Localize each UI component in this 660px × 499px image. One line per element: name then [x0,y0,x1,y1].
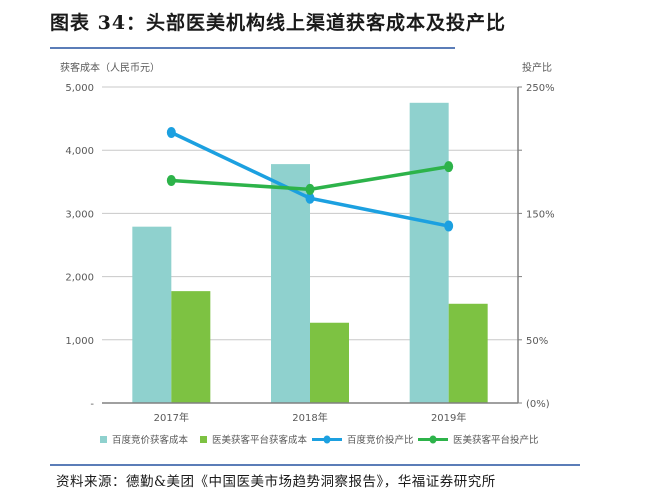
left-tick-label: 1,000 [65,336,94,347]
right-tick-label: (0%) [526,399,550,410]
line-marker [444,220,454,232]
line-marker [444,161,454,173]
bar [271,164,310,403]
line-marker [166,175,176,187]
left-tick-label: 3,000 [65,209,94,220]
right-tick-label: 150% [526,209,555,220]
source-divider [50,464,580,466]
chart-area: 获客成本（人民币元） 投产比 - 1,000 2,000 3,000 4,000 5,00… [60,61,555,446]
right-tick-label: 250% [526,83,555,94]
left-axis-title: 获客成本（人民币元） [60,61,160,74]
source-note: 资料来源：德勤&美团《中国医美市场趋势洞察报告》，华福证券研究所 [56,474,496,490]
left-tick-label: 5,000 [65,83,94,94]
legend: 百度竞价获客成本 医美获客平台获客成本 百度竞价投产比 医美获客平台投产比 [100,434,539,446]
title-divider [50,47,455,49]
x-axis-labels: 2017年 2018年 2019年 [154,411,467,424]
legend-label: 百度竞价投产比 [347,434,414,446]
bar [448,303,488,403]
bar [409,102,449,404]
bar [171,291,211,403]
legend-label: 医美获客平台获客成本 [212,434,308,446]
left-axis-ticks: - 1,000 2,000 3,000 4,000 5,000 [65,83,94,410]
legend-label: 百度竞价获客成本 [112,434,189,446]
left-tick-label: 2,000 [65,273,94,284]
right-tick-label: 50% [526,336,548,347]
legend-item: 百度竞价获客成本 [100,434,189,446]
bar [310,322,349,403]
right-axis-title: 投产比 [522,61,552,74]
chart-title: 图表 34：头部医美机构线上渠道获客成本及投产比 [50,12,507,34]
x-tick-label: 2019年 [431,411,466,424]
legend-item: 百度竞价投产比 [312,434,414,446]
legend-item: 医美获客平台投产比 [418,434,539,446]
legend-marker [323,435,331,444]
legend-swatch [100,436,107,443]
legend-marker [429,435,437,444]
legend-swatch [200,436,207,443]
line-marker [166,127,176,139]
legend-label: 医美获客平台投产比 [453,434,539,446]
right-axis-ticks: (0%) 50% 150% 250% [518,83,555,410]
left-tick-label: - [90,399,94,410]
line-marker [305,192,315,204]
x-tick-label: 2017年 [154,411,189,424]
line-series [166,127,454,232]
x-tick-label: 2018年 [292,411,327,424]
left-tick-label: 4,000 [65,146,94,157]
bar [132,226,172,403]
bar-series [132,102,488,404]
legend-item: 医美获客平台获客成本 [200,434,308,446]
line-marker [305,183,315,195]
